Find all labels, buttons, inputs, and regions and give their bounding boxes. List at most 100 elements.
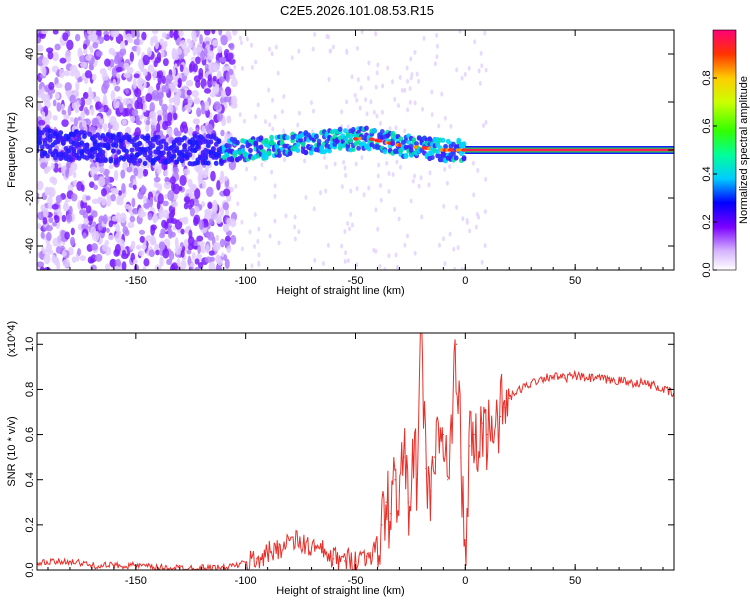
snr-data-point (69, 560, 71, 562)
colorbar-label: Normalized spectral amplitude (738, 76, 750, 224)
chart-title: C2E5.2026.101.08.53.R15 (280, 3, 434, 18)
snr-data-point (482, 422, 484, 424)
snr-data-point (343, 560, 346, 562)
snr-data-point (433, 456, 436, 458)
x-axis-label: Height of straight line (km) (276, 585, 404, 597)
y-tick-label: 0.0 (24, 562, 36, 577)
x-axis-label: Height of straight line (km) (276, 285, 404, 297)
y-tick-label: -20 (24, 190, 36, 206)
colorbar: 0.0 0.2 0.4 0.6 0.8 Normalized spectral ampli… (701, 29, 750, 278)
snr-data-point (477, 456, 480, 458)
snr-data-point (438, 445, 440, 447)
x-tick-label: -100 (235, 275, 257, 287)
snr-data-point (394, 479, 396, 481)
snr-data-point (451, 422, 453, 424)
x-tick-label: -150 (125, 275, 147, 287)
signal-band (37, 125, 674, 167)
snr-data-point (113, 564, 115, 567)
colorbar-tick-label: 0.4 (701, 166, 713, 181)
y-axis-label: SNR (10 * v/v) (6, 416, 18, 486)
x-tick-label: 0 (462, 275, 468, 287)
snr-data-point (267, 553, 269, 555)
colorbar-gradient (712, 29, 737, 271)
x-tick-label: -50 (348, 275, 364, 287)
snr-data-point (504, 406, 506, 409)
snr-data-point (365, 555, 368, 558)
snr-data-point (407, 501, 409, 503)
snr-data-point (376, 546, 379, 549)
snr-data-point (289, 540, 291, 542)
x-tick-label: 50 (569, 275, 581, 287)
snr-data-point (629, 382, 631, 384)
y-tick-label: -40 (24, 238, 36, 254)
snr-data-point (585, 377, 587, 379)
snr-data-point (412, 445, 414, 447)
spectrogram-chart: -150 -100 -50 0 50 -40 -20 0 20 40 Height of strai… (6, 29, 675, 297)
colorbar-tick-label: 0.2 (701, 214, 713, 229)
snr-data-point (607, 379, 609, 381)
snr-data-point (310, 546, 313, 549)
colorbar-tick-label: 0.0 (701, 262, 713, 277)
snr-data-point (499, 415, 502, 418)
snr-data-point (469, 445, 471, 447)
y-tick-label: 0.8 (24, 382, 36, 397)
snr-data-point (662, 388, 664, 391)
snr-data-point (486, 433, 488, 436)
snr-data-point (596, 377, 598, 379)
snr-data-point (552, 375, 554, 377)
snr-data-point (429, 490, 431, 492)
snr-data-point (321, 551, 324, 553)
y-tick-label: 0.6 (24, 427, 36, 442)
x-tick-label: 50 (569, 575, 581, 587)
snr-data-point (442, 433, 444, 436)
y-tick-label: 1.0 (24, 337, 36, 352)
snr-data-point (381, 524, 383, 526)
snr-data-point (403, 456, 405, 458)
x-tick-label: -100 (235, 575, 257, 587)
y-tick-label: 0.4 (24, 472, 36, 487)
spectrogram-plot (37, 30, 674, 270)
y-tick-label: 20 (24, 96, 36, 108)
snr-data-point (541, 377, 543, 379)
x-tick-label: -50 (348, 575, 364, 587)
snr-data-point (473, 433, 475, 436)
snr-data-point (495, 411, 497, 413)
snr-series-line (37, 333, 674, 570)
y-axis-multiplier: (x10^4) (6, 321, 18, 357)
snr-data-point (519, 388, 521, 391)
snr-data-point (651, 384, 653, 386)
snr-data-point (91, 564, 93, 567)
snr-data-point (354, 558, 357, 560)
snr-data-point (508, 397, 510, 400)
snr-data-point (256, 558, 258, 560)
plot-background (37, 333, 674, 570)
colorbar-tick-label: 0.6 (701, 118, 713, 133)
snr-data-point (278, 546, 280, 549)
snr-data-point (491, 422, 493, 424)
snr-chart: -150 -100 -50 0 50 0.0 0.2 0.4 0.6 0.8 1.0 Height o… (6, 321, 675, 597)
y-tick-label: 40 (24, 48, 36, 60)
x-tick-label: 0 (462, 575, 468, 587)
snr-data-point (416, 479, 418, 481)
snr-data-point (447, 479, 449, 481)
snr-data-point (460, 456, 462, 458)
snr-data-point (640, 382, 642, 384)
colorbar-tick-label: 0.8 (701, 70, 713, 85)
snr-data-point (390, 512, 392, 515)
snr-data-point (385, 501, 387, 503)
snr-data-point (455, 343, 458, 345)
snr-data-point (425, 467, 427, 470)
x-tick-label: -150 (125, 575, 147, 587)
snr-data-point (563, 377, 565, 379)
y-tick-label: 0 (24, 147, 36, 153)
snr-data-point (245, 562, 247, 564)
snr-data-point (530, 382, 532, 384)
y-axis-label: Frequency (Hz) (6, 112, 18, 188)
snr-data-point (618, 379, 620, 381)
snr-data-point (299, 542, 302, 544)
snr-data-point (398, 490, 401, 492)
y-tick-label: 0.2 (24, 517, 36, 532)
snr-data-point (332, 558, 335, 560)
steady-line-core (465, 148, 674, 152)
